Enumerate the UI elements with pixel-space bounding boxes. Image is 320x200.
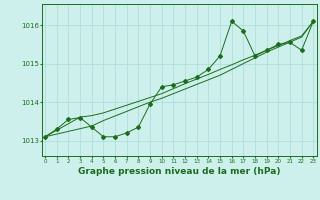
X-axis label: Graphe pression niveau de la mer (hPa): Graphe pression niveau de la mer (hPa)	[78, 167, 280, 176]
